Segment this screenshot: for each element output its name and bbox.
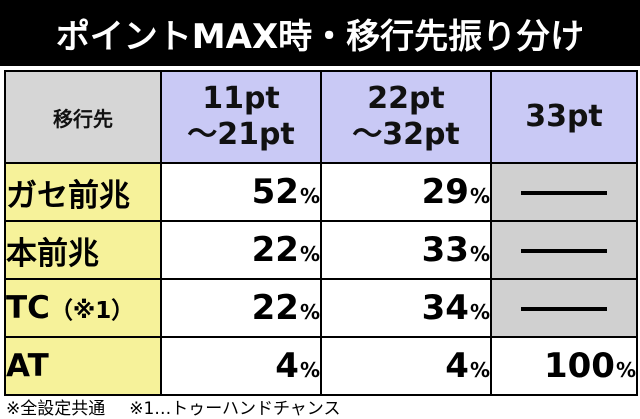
column-header-22-32: 22pt ～32pt bbox=[320, 70, 492, 164]
row-label-note: （※1） bbox=[49, 298, 135, 324]
row-label: AT bbox=[4, 336, 162, 396]
value-number: 22 bbox=[251, 288, 299, 328]
value-cell: 22% bbox=[160, 278, 322, 338]
value-cell: 33% bbox=[320, 220, 492, 280]
page-title: ポイントMAX時・移行先振り分け bbox=[55, 16, 585, 57]
footnotes: ※全設定共通 ※1…トゥーハンドチャンス bbox=[6, 394, 340, 419]
footnote-all-settings: ※全設定共通 bbox=[6, 399, 106, 419]
table-row-gase-zenchou: ガセ前兆 52% 29% bbox=[4, 162, 638, 222]
percent-sign: % bbox=[299, 300, 320, 324]
value-cell: 4% bbox=[320, 336, 492, 396]
value-number: 22 bbox=[251, 230, 299, 270]
percent-sign: % bbox=[469, 242, 490, 266]
value-number: 29 bbox=[421, 172, 469, 212]
percent-sign: % bbox=[615, 358, 636, 382]
table-row-at: AT 4% 4% 100% bbox=[4, 336, 638, 396]
row-label: ガセ前兆 bbox=[4, 162, 162, 222]
table-row-tc: TC（※1） 22% 34% bbox=[4, 278, 638, 338]
row-label-text: TC bbox=[6, 290, 50, 326]
row-label: 本前兆 bbox=[4, 220, 162, 280]
percent-sign: % bbox=[469, 300, 490, 324]
value-cell: 22% bbox=[160, 220, 322, 280]
title-bar: ポイントMAX時・移行先振り分け bbox=[0, 0, 640, 66]
column-header-line1: 33pt bbox=[525, 99, 603, 134]
percent-sign: % bbox=[469, 358, 490, 382]
value-cell: 100% bbox=[490, 336, 638, 396]
table-row-hon-zenchou: 本前兆 22% 33% bbox=[4, 220, 638, 280]
percent-sign: % bbox=[299, 358, 320, 382]
column-header-11-21: 11pt ～21pt bbox=[160, 70, 322, 164]
value-number: 100 bbox=[543, 346, 615, 386]
row-label-text: ガセ前兆 bbox=[6, 177, 130, 214]
column-header-line2: ～21pt bbox=[187, 117, 295, 152]
dash-mark bbox=[521, 191, 607, 195]
row-label-text: AT bbox=[6, 348, 49, 384]
row-label-text: 本前兆 bbox=[6, 235, 99, 272]
value-cell: 4% bbox=[160, 336, 322, 396]
column-header-33: 33pt bbox=[490, 70, 638, 164]
not-applicable-cell bbox=[490, 162, 638, 222]
column-header-line2: ～32pt bbox=[352, 117, 460, 152]
value-number: 4 bbox=[445, 346, 469, 386]
value-cell: 29% bbox=[320, 162, 492, 222]
percent-sign: % bbox=[469, 184, 490, 208]
percent-sign: % bbox=[299, 242, 320, 266]
dash-mark bbox=[521, 307, 607, 311]
column-header-line1: 11pt bbox=[202, 81, 280, 116]
footnote-note1: ※1…トゥーハンドチャンス bbox=[129, 399, 341, 419]
corner-header: 移行先 bbox=[4, 70, 162, 164]
value-number: 4 bbox=[275, 346, 299, 386]
value-number: 34 bbox=[421, 288, 469, 328]
dash-mark bbox=[521, 249, 607, 253]
row-label: TC（※1） bbox=[4, 278, 162, 338]
percent-sign: % bbox=[299, 184, 320, 208]
header-row: 移行先 11pt ～21pt 22pt ～32pt 33pt bbox=[4, 70, 638, 164]
value-number: 52 bbox=[251, 172, 299, 212]
value-cell: 34% bbox=[320, 278, 492, 338]
column-header-line1: 22pt bbox=[367, 81, 445, 116]
not-applicable-cell bbox=[490, 220, 638, 280]
not-applicable-cell bbox=[490, 278, 638, 338]
distribution-table: 移行先 11pt ～21pt 22pt ～32pt 33pt ガセ前兆 52% … bbox=[4, 70, 638, 396]
value-number: 33 bbox=[421, 230, 469, 270]
value-cell: 52% bbox=[160, 162, 322, 222]
